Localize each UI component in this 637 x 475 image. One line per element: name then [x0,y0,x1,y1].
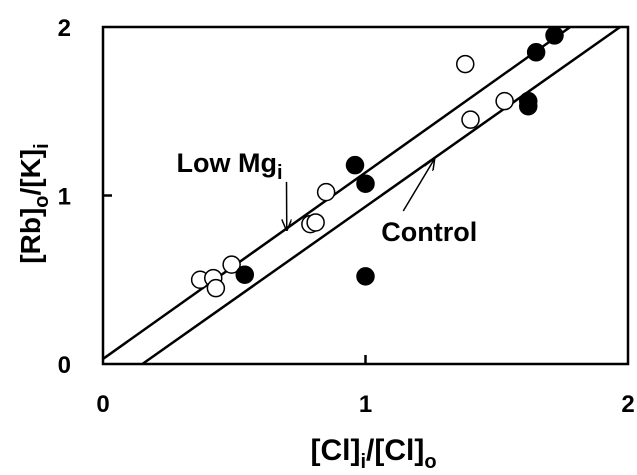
point-filled [545,26,564,45]
point-open [206,278,226,298]
point-open [461,110,480,129]
y-title-main: [Rb] [15,208,46,264]
y-title-sub-i: i [31,143,53,149]
point-open [316,182,336,202]
point-filled [356,174,375,193]
point-filled [356,267,375,286]
label-low-mg: Low Mgi [177,148,283,184]
point-open [495,91,514,111]
y-axis-title: [Rb]o/[K]i [15,143,53,263]
x-title-main: [Cl] [310,434,360,467]
x-tick-label: 1 [359,391,372,418]
point-filled [235,265,254,284]
axis-titles: [Cl]i/[Cl]o[Rb]o/[K]i [15,143,437,473]
y-tick-label: 2 [58,15,71,42]
x-tick-label: 2 [621,391,634,418]
point-filled [526,43,546,62]
label-low-mg-subscript: i [277,162,283,184]
point-open [222,255,241,274]
point-filled [519,96,538,116]
x-title-mid: /[Cl] [366,434,424,467]
label-control: Control [381,217,477,247]
x-title-sub-i: i [360,451,366,473]
point-open [306,213,325,232]
ticks: 0 1 2 0 1 2 [58,15,635,418]
data-points [190,26,564,298]
y-title-mid: /[K] [15,149,46,196]
fit-line-control [141,25,621,366]
x-axis-title: [Cl]i/[Cl]o [310,434,436,473]
point-filled [345,155,365,175]
y-title-sub-o: o [31,196,53,208]
x-tick-label: 0 [96,391,109,418]
y-tick-label: 0 [58,352,71,379]
fit-lines [102,25,621,366]
arrow-control [402,160,434,212]
x-title-sub-o: o [424,451,436,473]
fit-line-low-mg [102,25,571,360]
annotations: Low Mgi Control [177,148,478,247]
y-tick-label: 1 [58,184,71,211]
point-open [456,54,475,74]
